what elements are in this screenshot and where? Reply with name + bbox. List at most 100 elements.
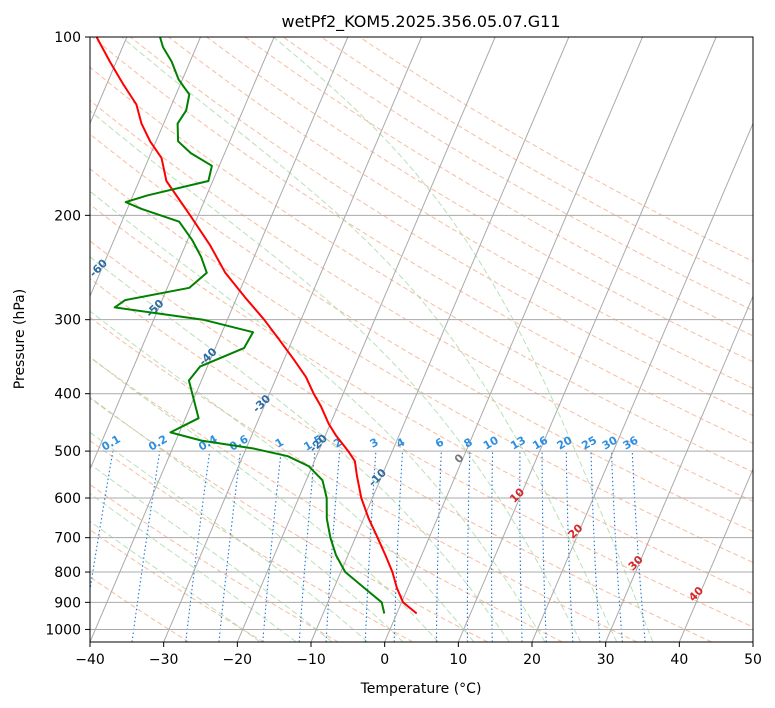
y-tick-label: 900 — [54, 595, 81, 611]
mixing-ratio-line — [435, 451, 442, 642]
mixing-ratio-label: 25 — [579, 434, 599, 453]
warm-isotherm-label: 10 — [507, 485, 527, 505]
profile-lines — [95, 37, 418, 615]
x-axis: −40 −30 −20 −10 0 10 20 30 40 50 — [75, 642, 762, 668]
dry-adiabat-line — [244, 37, 753, 337]
mixing-ratio-line — [185, 451, 211, 642]
mixing-ratio-line — [298, 451, 316, 642]
mixing-ratio-line — [590, 451, 601, 642]
x-tick-label: −30 — [149, 652, 179, 668]
isotherm-label: -50 — [143, 297, 166, 320]
x-tick-label: −20 — [223, 652, 253, 668]
dry-adiabat-line — [90, 66, 753, 473]
moist-adiabat-line — [90, 256, 510, 642]
x-tick-label: −10 — [296, 652, 326, 668]
y-tick-label: 600 — [54, 491, 81, 507]
x-tick-label: 30 — [597, 652, 615, 668]
moist-adiabat-line — [90, 463, 333, 642]
plot-frame — [89, 36, 754, 643]
moist-adiabat-line — [90, 493, 297, 642]
mixing-ratio-label: 30 — [600, 433, 620, 452]
dry-adiabat-line — [168, 37, 753, 389]
x-tick-label: 40 — [670, 652, 688, 668]
isotherm-line — [163, 37, 422, 642]
dry-adiabat-line — [90, 576, 190, 642]
isotherm-line — [236, 37, 496, 642]
mixing-ratio-lines — [90, 451, 646, 642]
isotherm-line — [310, 37, 570, 642]
isotherm-label: -40 — [196, 345, 219, 368]
warm-isotherm-label: 40 — [686, 584, 706, 604]
y-tick-label: 100 — [54, 30, 81, 46]
warm-isotherm-label: 30 — [626, 553, 646, 573]
dry-adiabat-line — [282, 37, 753, 312]
isotherm-line — [605, 295, 753, 642]
moist-adiabat-line — [90, 310, 475, 642]
isotherm-line — [678, 467, 753, 642]
mixing-ratio-label: 1 — [273, 436, 286, 451]
mixing-ratio-label: 4 — [394, 435, 407, 450]
y-tick-label: 800 — [54, 565, 81, 581]
mixing-ratio-label: 8 — [462, 436, 475, 451]
moist-adiabat-line — [90, 190, 546, 642]
mixing-ratio-line — [262, 451, 282, 642]
moist-adiabat-line — [273, 37, 654, 642]
y-tick-label: 700 — [54, 531, 81, 547]
x-axis-title: Temperature (°C) — [360, 681, 482, 697]
dry-adiabat-line — [90, 483, 339, 642]
line-labels: 0.10.20.40.611.52346810131620253036-100-… — [90, 256, 706, 604]
moist-adiabat-line — [90, 520, 261, 642]
isotherm-line — [752, 640, 753, 642]
dry-adiabat-line — [90, 133, 753, 533]
moist-adiabat-line — [90, 110, 582, 642]
y-tick-label: 200 — [54, 208, 81, 224]
isotherm-line — [457, 37, 717, 642]
dry-adiabat-line — [90, 240, 753, 628]
dry-adiabat-line — [90, 99, 753, 502]
isotherm-label: -30 — [250, 392, 273, 415]
moist-adiabats — [90, 37, 654, 642]
isotherm-line — [90, 37, 349, 642]
mixing-ratio-line — [610, 451, 623, 642]
mixing-ratio-line — [565, 451, 574, 642]
mixing-ratio-label: 36 — [621, 433, 641, 452]
y-tick-label: 500 — [54, 444, 81, 460]
dry-adiabat-line — [90, 278, 712, 642]
x-tick-label: −40 — [75, 652, 105, 668]
mixing-ratio-line — [218, 451, 242, 642]
mixing-ratio-label: 6 — [433, 435, 446, 450]
dry-adiabat-line — [90, 356, 563, 642]
y-tick-label: 300 — [54, 313, 81, 329]
mixing-ratio-label: 20 — [555, 433, 575, 452]
mixing-ratio-label: 13 — [508, 434, 528, 453]
pressure-grid — [90, 37, 753, 630]
isotherm-line — [90, 37, 201, 298]
isotherm-line — [384, 37, 643, 642]
mixing-ratio-line — [90, 451, 114, 594]
dry-adiabat-line — [90, 203, 753, 595]
isotherm-grid — [90, 37, 753, 642]
dry-adiabat-line — [359, 37, 753, 263]
x-tick-label: 0 — [380, 652, 389, 668]
dry-adiabat-line — [206, 37, 753, 363]
dewpoint-profile-line — [113, 37, 386, 614]
moist-adiabat-line — [121, 37, 618, 642]
mixing-ratio-label: 0.2 — [146, 433, 169, 454]
x-tick-label: 50 — [744, 652, 762, 668]
isotherm-line — [531, 122, 753, 642]
y-tick-label: 1000 — [45, 622, 81, 638]
dry-adiabat-line — [90, 529, 264, 642]
mixing-ratio-line — [631, 451, 646, 642]
dry-adiabat-line — [90, 316, 638, 642]
mixing-ratio-label: 0.6 — [227, 432, 251, 453]
isotherm-line — [90, 37, 275, 471]
dry-adiabat-line — [90, 168, 753, 563]
mixing-ratio-label: 3 — [368, 436, 381, 451]
dry-adiabat-line — [90, 397, 488, 642]
dry-adiabat-line — [90, 440, 414, 642]
chart-title: wetPf2_KOM5.2025.356.05.07.G11 — [281, 12, 560, 32]
x-tick-label: 10 — [449, 652, 467, 668]
y-tick-label: 400 — [54, 387, 81, 403]
moist-adiabat-line — [90, 396, 404, 642]
